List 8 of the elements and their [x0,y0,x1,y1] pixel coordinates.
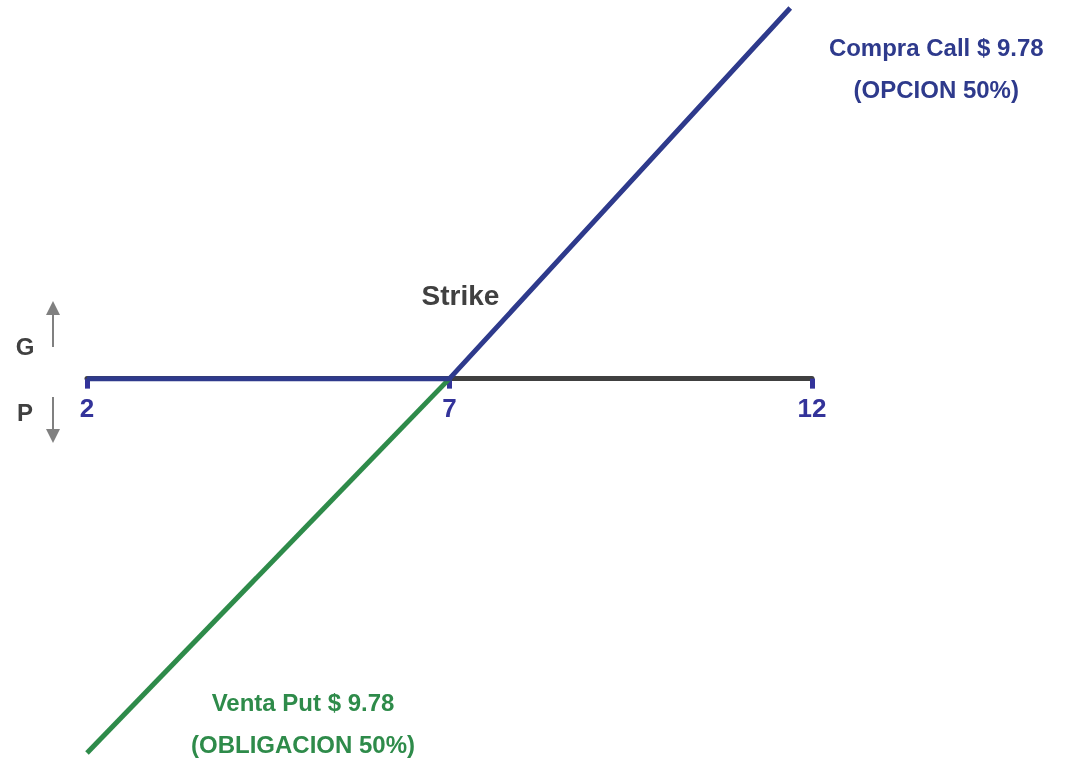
x-tick-label: 2 [79,392,95,423]
x-tick-label: 7 [442,392,457,423]
series-label: Compra Call $ 9.78 (OPCION 50%) [828,33,1044,103]
text: G [15,333,35,361]
series-label: Venta Put $ 9.78 (OBLIGACION 50%) [190,688,416,758]
annotation: Strike [421,280,500,312]
text: P [16,399,34,427]
x-tick-label: 12 [797,392,827,423]
